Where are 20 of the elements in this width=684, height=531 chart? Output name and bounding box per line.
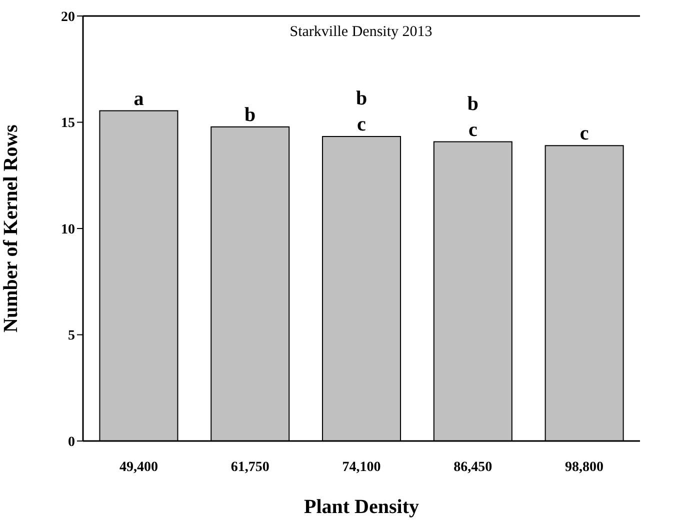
annotation: b (356, 87, 368, 110)
x-tick-label: 49,400 (119, 460, 158, 475)
y-tick-label: 5 (68, 328, 75, 344)
x-tick-label: 74,100 (342, 460, 381, 475)
y-axis-title: Number of Kernel Rows (0, 124, 22, 332)
y-tick-label: 0 (68, 434, 75, 450)
y-tick-label: 10 (61, 222, 75, 238)
annotation: b (244, 104, 256, 126)
annotation: b (467, 92, 478, 115)
y-tick-label: 20 (61, 10, 75, 25)
annotation: c (468, 118, 478, 141)
text: Starkville Density 2013 (290, 24, 432, 40)
annotation: a (134, 88, 144, 110)
x-tick-label: 61,750 (230, 460, 270, 475)
annotation: c (580, 122, 589, 145)
x-axis-title: Plant Density (304, 496, 419, 518)
annotation: c (357, 113, 366, 136)
x-tick-label: 98,800 (565, 460, 604, 475)
y-tick-label: 15 (61, 116, 75, 132)
x-tick-label: 86,450 (454, 460, 492, 475)
